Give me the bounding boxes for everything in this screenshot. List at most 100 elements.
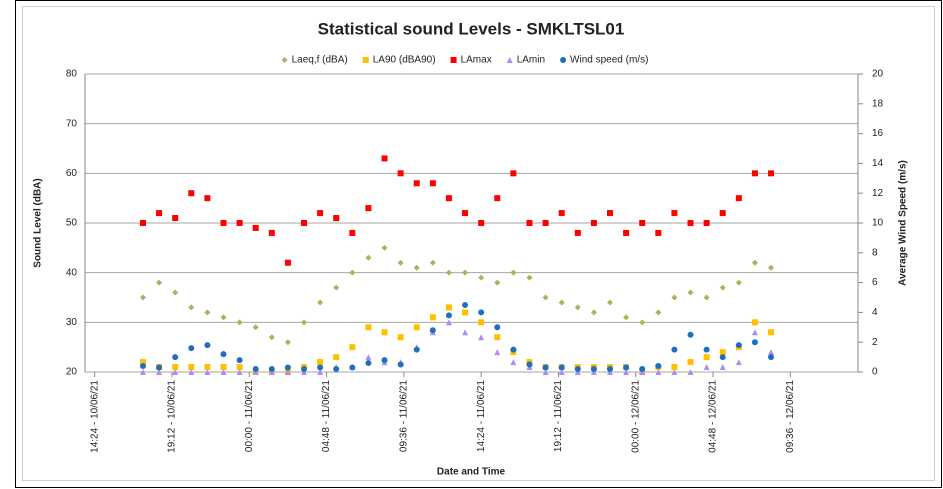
point [671, 210, 678, 217]
point [252, 224, 259, 231]
point [397, 361, 404, 368]
y-tick-label: 50 [66, 218, 78, 229]
x-axis-label: Date and Time [437, 467, 506, 478]
legend-marker [450, 57, 457, 63]
point [365, 254, 372, 261]
point [220, 314, 227, 321]
point [220, 220, 227, 226]
point [623, 369, 630, 375]
point [719, 364, 726, 371]
y-tick-label: 60 [66, 168, 78, 179]
point [284, 339, 291, 346]
y2-tick-label: 20 [872, 69, 884, 80]
point [445, 269, 452, 276]
point [558, 299, 565, 306]
legend-marker [281, 57, 288, 63]
point [413, 346, 420, 353]
point [381, 329, 388, 336]
point [462, 309, 469, 316]
point [703, 364, 710, 371]
point [188, 190, 195, 197]
point [284, 364, 291, 371]
point [671, 346, 678, 353]
point [768, 329, 775, 336]
point [204, 342, 211, 349]
point [139, 220, 146, 226]
point [751, 339, 758, 346]
point [156, 210, 163, 217]
y-tick-label: 80 [66, 69, 78, 80]
point [381, 155, 388, 162]
x-tick-label: 14:24 - 10/06/21 [89, 380, 100, 453]
point [542, 294, 549, 301]
point [606, 210, 613, 217]
point [751, 170, 758, 177]
point [606, 299, 613, 306]
point [687, 369, 694, 375]
point [526, 220, 533, 226]
point [768, 349, 775, 356]
point [268, 366, 275, 373]
point [445, 195, 452, 202]
point [317, 299, 324, 306]
point [220, 351, 227, 358]
point [590, 220, 597, 226]
point [139, 369, 146, 375]
point [478, 274, 485, 281]
point [478, 309, 485, 316]
point [462, 329, 469, 336]
point [703, 354, 710, 361]
point [333, 284, 340, 291]
point [236, 357, 243, 364]
point [172, 215, 179, 222]
legend-marker [506, 57, 513, 63]
point [703, 294, 710, 301]
point [139, 363, 146, 370]
point [139, 294, 146, 301]
legend-label: LA90 (dBA90) [373, 55, 436, 66]
point [574, 304, 581, 311]
point [365, 324, 372, 331]
point [220, 364, 227, 371]
y-tick-label: 30 [66, 317, 78, 328]
point [735, 359, 742, 366]
point [751, 329, 758, 336]
point [478, 319, 485, 326]
point [462, 301, 469, 308]
point [317, 369, 324, 375]
point [558, 369, 565, 375]
point [494, 324, 501, 331]
point [429, 327, 436, 334]
point [301, 220, 308, 226]
point [590, 366, 597, 373]
point [349, 364, 356, 371]
point [236, 220, 243, 226]
y2-tick-label: 16 [872, 128, 884, 139]
point [317, 359, 324, 366]
point [590, 309, 597, 316]
point [526, 361, 533, 368]
point [510, 359, 517, 366]
point [768, 264, 775, 271]
point [301, 319, 308, 326]
x-tick-label: 19:12 - 10/06/21 [167, 380, 178, 453]
point [687, 359, 694, 366]
point [703, 220, 710, 226]
point [284, 259, 291, 266]
point [735, 195, 742, 202]
point [655, 369, 662, 375]
point [510, 269, 517, 276]
point [558, 364, 565, 371]
legend-label: Laeq,f (dBA) [292, 55, 348, 66]
chart-border [22, 6, 935, 481]
point [365, 354, 372, 361]
point [397, 334, 404, 341]
point [268, 229, 275, 236]
point [236, 369, 243, 375]
legend-label: LAmax [461, 55, 492, 66]
point [510, 170, 517, 177]
point [687, 289, 694, 296]
point [349, 229, 356, 236]
point [703, 346, 710, 353]
x-tick-label: 00:00 - 11/06/21 [244, 380, 255, 453]
